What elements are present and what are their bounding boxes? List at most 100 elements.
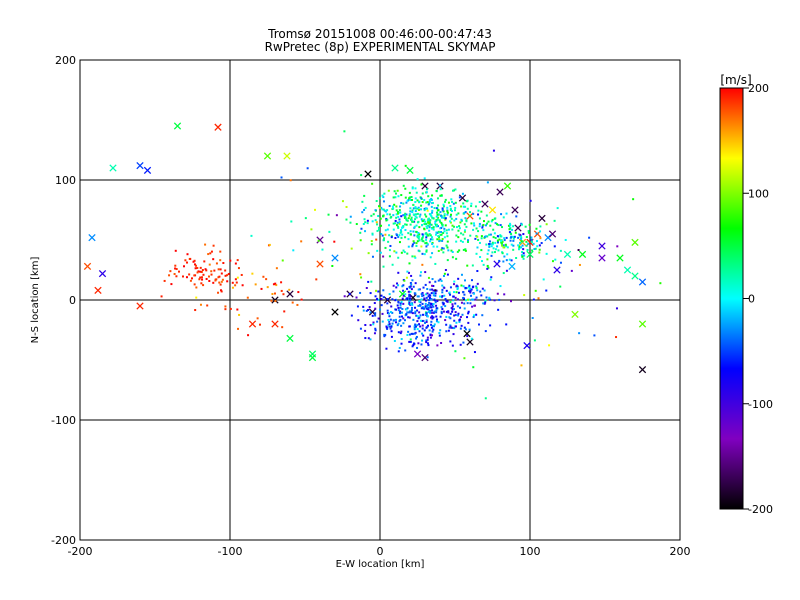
velocity-dot (456, 287, 459, 290)
velocity-dot (397, 225, 400, 228)
velocity-dot (489, 298, 492, 301)
velocity-dot (436, 225, 439, 228)
velocity-dot (425, 188, 428, 191)
velocity-dot (397, 350, 400, 353)
velocity-dot (500, 213, 503, 216)
velocity-dot (470, 222, 473, 225)
velocity-dot (424, 299, 427, 302)
velocity-dot (426, 209, 429, 212)
velocity-dot (367, 252, 370, 255)
velocity-dot (407, 303, 410, 306)
velocity-dot (444, 224, 447, 227)
velocity-dot (414, 200, 417, 203)
velocity-dot (400, 194, 403, 197)
velocity-dot (413, 255, 416, 258)
velocity-dot (449, 213, 452, 216)
velocity-dot (385, 347, 388, 350)
velocity-dot (406, 311, 409, 314)
velocity-dot (414, 312, 417, 315)
data-point-x (83, 262, 92, 271)
velocity-dot (423, 329, 426, 332)
velocity-dot (431, 324, 434, 327)
velocity-dot (421, 307, 424, 310)
velocity-dot (408, 316, 411, 319)
data-point-x (421, 353, 429, 362)
velocity-dot (486, 181, 489, 184)
velocity-dot (472, 316, 475, 319)
data-point-x (173, 122, 182, 130)
velocity-dot (432, 311, 435, 314)
velocity-dot (175, 268, 178, 271)
velocity-dot (402, 317, 405, 320)
velocity-dot (205, 269, 208, 272)
colorbar-label: [m/s] (720, 73, 751, 87)
velocity-dot (513, 235, 516, 238)
velocity-dot (395, 213, 398, 216)
velocity-dot (399, 231, 402, 234)
velocity-dot (377, 228, 380, 231)
velocity-dot (417, 237, 420, 240)
velocity-dot (487, 266, 490, 269)
velocity-dot (453, 280, 456, 283)
velocity-dot (458, 227, 461, 230)
velocity-dot (247, 334, 250, 337)
velocity-dot (438, 334, 441, 337)
velocity-dot (428, 310, 431, 313)
velocity-dot (456, 298, 459, 301)
velocity-dot (424, 242, 427, 245)
velocity-dot (453, 314, 456, 317)
velocity-dot (441, 307, 444, 310)
velocity-dot (408, 340, 411, 343)
velocity-dot (380, 298, 383, 301)
velocity-dot (451, 310, 454, 313)
velocity-dot (419, 314, 422, 317)
velocity-dot (425, 319, 428, 322)
velocity-dot (383, 209, 386, 212)
velocity-dot (378, 197, 381, 200)
velocity-dot (415, 337, 418, 340)
velocity-dot (458, 225, 461, 228)
velocity-dot (509, 222, 512, 225)
velocity-dot (459, 239, 462, 242)
velocity-dot (460, 301, 463, 304)
x-tick-label: -200 (68, 545, 93, 558)
velocity-dot (482, 220, 485, 223)
velocity-dot (474, 298, 477, 301)
data-point-x (508, 262, 516, 271)
velocity-dot (289, 179, 292, 182)
velocity-dot (440, 214, 443, 217)
velocity-dot (435, 225, 438, 228)
velocity-dot (486, 258, 489, 261)
velocity-dot (395, 209, 398, 212)
velocity-dot (404, 164, 407, 167)
velocity-dot (420, 208, 423, 211)
velocity-dot (370, 280, 373, 283)
velocity-dot (399, 304, 402, 307)
velocity-dot (460, 232, 463, 235)
velocity-dot (393, 250, 396, 253)
velocity-dot (471, 286, 474, 289)
velocity-dot (531, 249, 534, 252)
velocity-dot (430, 303, 433, 306)
velocity-dot (405, 308, 408, 311)
velocity-dot (441, 239, 444, 242)
velocity-dot (421, 339, 424, 342)
velocity-dot (382, 196, 385, 199)
velocity-dot (420, 197, 423, 200)
velocity-dot (422, 334, 425, 337)
velocity-dot (414, 325, 417, 328)
velocity-dot (450, 210, 453, 213)
velocity-dot (466, 264, 469, 267)
velocity-dot (460, 324, 463, 327)
velocity-dot (459, 343, 462, 346)
data-point-x (406, 166, 414, 175)
data-point-x (283, 152, 291, 160)
velocity-dot (408, 191, 411, 194)
velocity-dot (448, 291, 451, 294)
velocity-dot (416, 240, 419, 243)
velocity-dot (464, 217, 467, 220)
velocity-dot (406, 297, 409, 300)
velocity-dot (428, 233, 431, 236)
data-point-x (263, 152, 272, 160)
